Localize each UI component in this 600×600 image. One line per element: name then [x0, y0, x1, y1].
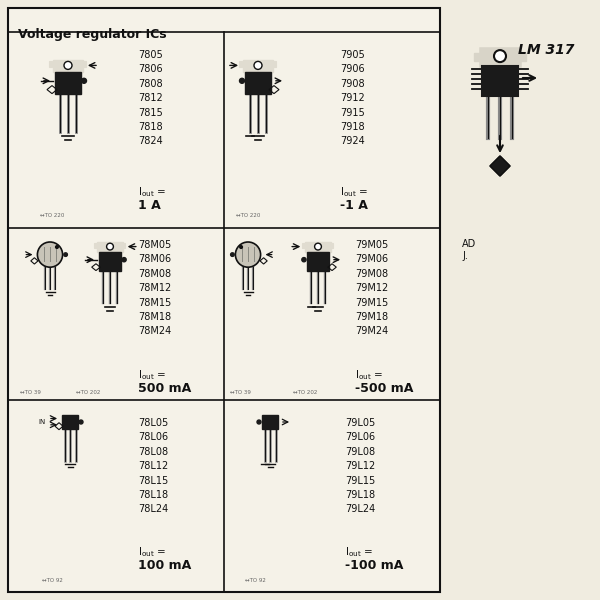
Bar: [8, 8, 440, 592]
Circle shape: [82, 78, 86, 83]
Circle shape: [235, 242, 260, 267]
Circle shape: [79, 420, 83, 424]
Circle shape: [240, 245, 242, 248]
Circle shape: [239, 78, 245, 83]
Bar: [331, 243, 334, 248]
Text: LM 317: LM 317: [518, 43, 574, 57]
Circle shape: [254, 61, 262, 70]
Text: 79M05
79M06
79M08
79M12
79M15
79M18
79M24: 79M05 79M06 79M08 79M12 79M15 79M18 79M2…: [355, 240, 388, 337]
Bar: [273, 61, 276, 67]
Text: 100 mA: 100 mA: [138, 559, 191, 572]
Bar: [520, 52, 526, 61]
Text: ↔TO 202: ↔TO 202: [76, 390, 100, 395]
Text: ↔TO 202: ↔TO 202: [293, 390, 317, 395]
Bar: [55, 72, 81, 94]
Text: 79L05
79L06
79L08
79L12
79L15
79L18
79L24: 79L05 79L06 79L08 79L12 79L15 79L18 79L2…: [345, 418, 375, 514]
Text: 500 mA: 500 mA: [138, 382, 191, 395]
Text: ↔TO 92: ↔TO 92: [41, 578, 62, 583]
Bar: [243, 60, 273, 72]
Bar: [62, 415, 78, 429]
Circle shape: [64, 61, 72, 70]
Bar: [307, 252, 329, 271]
Text: 7905
7906
7908
7912
7915
7918
7924: 7905 7906 7908 7912 7915 7918 7924: [340, 50, 365, 146]
Text: Voltage regulator ICs: Voltage regulator ICs: [18, 28, 167, 41]
Bar: [245, 72, 271, 94]
Text: IN: IN: [39, 419, 46, 425]
Text: $\mathrm{I_{out}}$ =: $\mathrm{I_{out}}$ =: [138, 368, 166, 382]
Text: ↔TO 220: ↔TO 220: [40, 213, 64, 218]
Text: $\mathrm{I_{out}}$ =: $\mathrm{I_{out}}$ =: [340, 185, 368, 199]
Bar: [94, 243, 97, 248]
Bar: [480, 48, 520, 66]
Text: $\mathrm{I_{out}}$ =: $\mathrm{I_{out}}$ =: [345, 545, 373, 559]
Text: ↔TO 39: ↔TO 39: [230, 390, 250, 395]
Text: ↔TO 220: ↔TO 220: [236, 213, 260, 218]
Bar: [83, 61, 86, 67]
Circle shape: [56, 245, 58, 248]
Circle shape: [257, 420, 261, 424]
Circle shape: [230, 253, 234, 256]
Text: AD
J.: AD J.: [462, 239, 476, 261]
Text: 1 A: 1 A: [138, 199, 161, 212]
Bar: [239, 61, 242, 67]
Text: -500 mA: -500 mA: [355, 382, 413, 395]
Bar: [123, 243, 125, 248]
Bar: [302, 243, 305, 248]
Polygon shape: [490, 156, 510, 176]
Circle shape: [107, 243, 113, 250]
Text: -1 A: -1 A: [340, 199, 368, 212]
Text: 78M05
78M06
78M08
78M12
78M15
78M18
78M24: 78M05 78M06 78M08 78M12 78M15 78M18 78M2…: [138, 240, 171, 337]
Bar: [97, 242, 123, 252]
Text: ↔TO 92: ↔TO 92: [245, 578, 265, 583]
Bar: [474, 52, 480, 61]
Text: -100 mA: -100 mA: [345, 559, 403, 572]
Bar: [482, 66, 518, 96]
Text: 78L05
78L06
78L08
78L12
78L15
78L18
78L24: 78L05 78L06 78L08 78L12 78L15 78L18 78L2…: [138, 418, 168, 514]
Circle shape: [302, 257, 306, 262]
Bar: [99, 252, 121, 271]
Bar: [49, 61, 52, 67]
Text: 7805
7806
7808
7812
7815
7818
7824: 7805 7806 7808 7812 7815 7818 7824: [138, 50, 163, 146]
Text: $\mathrm{I_{out}}$ =: $\mathrm{I_{out}}$ =: [138, 185, 166, 199]
Circle shape: [37, 242, 62, 267]
Text: $\mathrm{I_{out}}$ =: $\mathrm{I_{out}}$ =: [355, 368, 383, 382]
Text: ↔TO 39: ↔TO 39: [20, 390, 40, 395]
Circle shape: [494, 50, 506, 62]
Circle shape: [122, 257, 126, 262]
Bar: [262, 415, 278, 429]
Bar: [53, 60, 83, 72]
Bar: [305, 242, 331, 252]
Text: $\mathrm{I_{out}}$ =: $\mathrm{I_{out}}$ =: [138, 545, 166, 559]
Circle shape: [314, 243, 322, 250]
Circle shape: [64, 253, 67, 256]
